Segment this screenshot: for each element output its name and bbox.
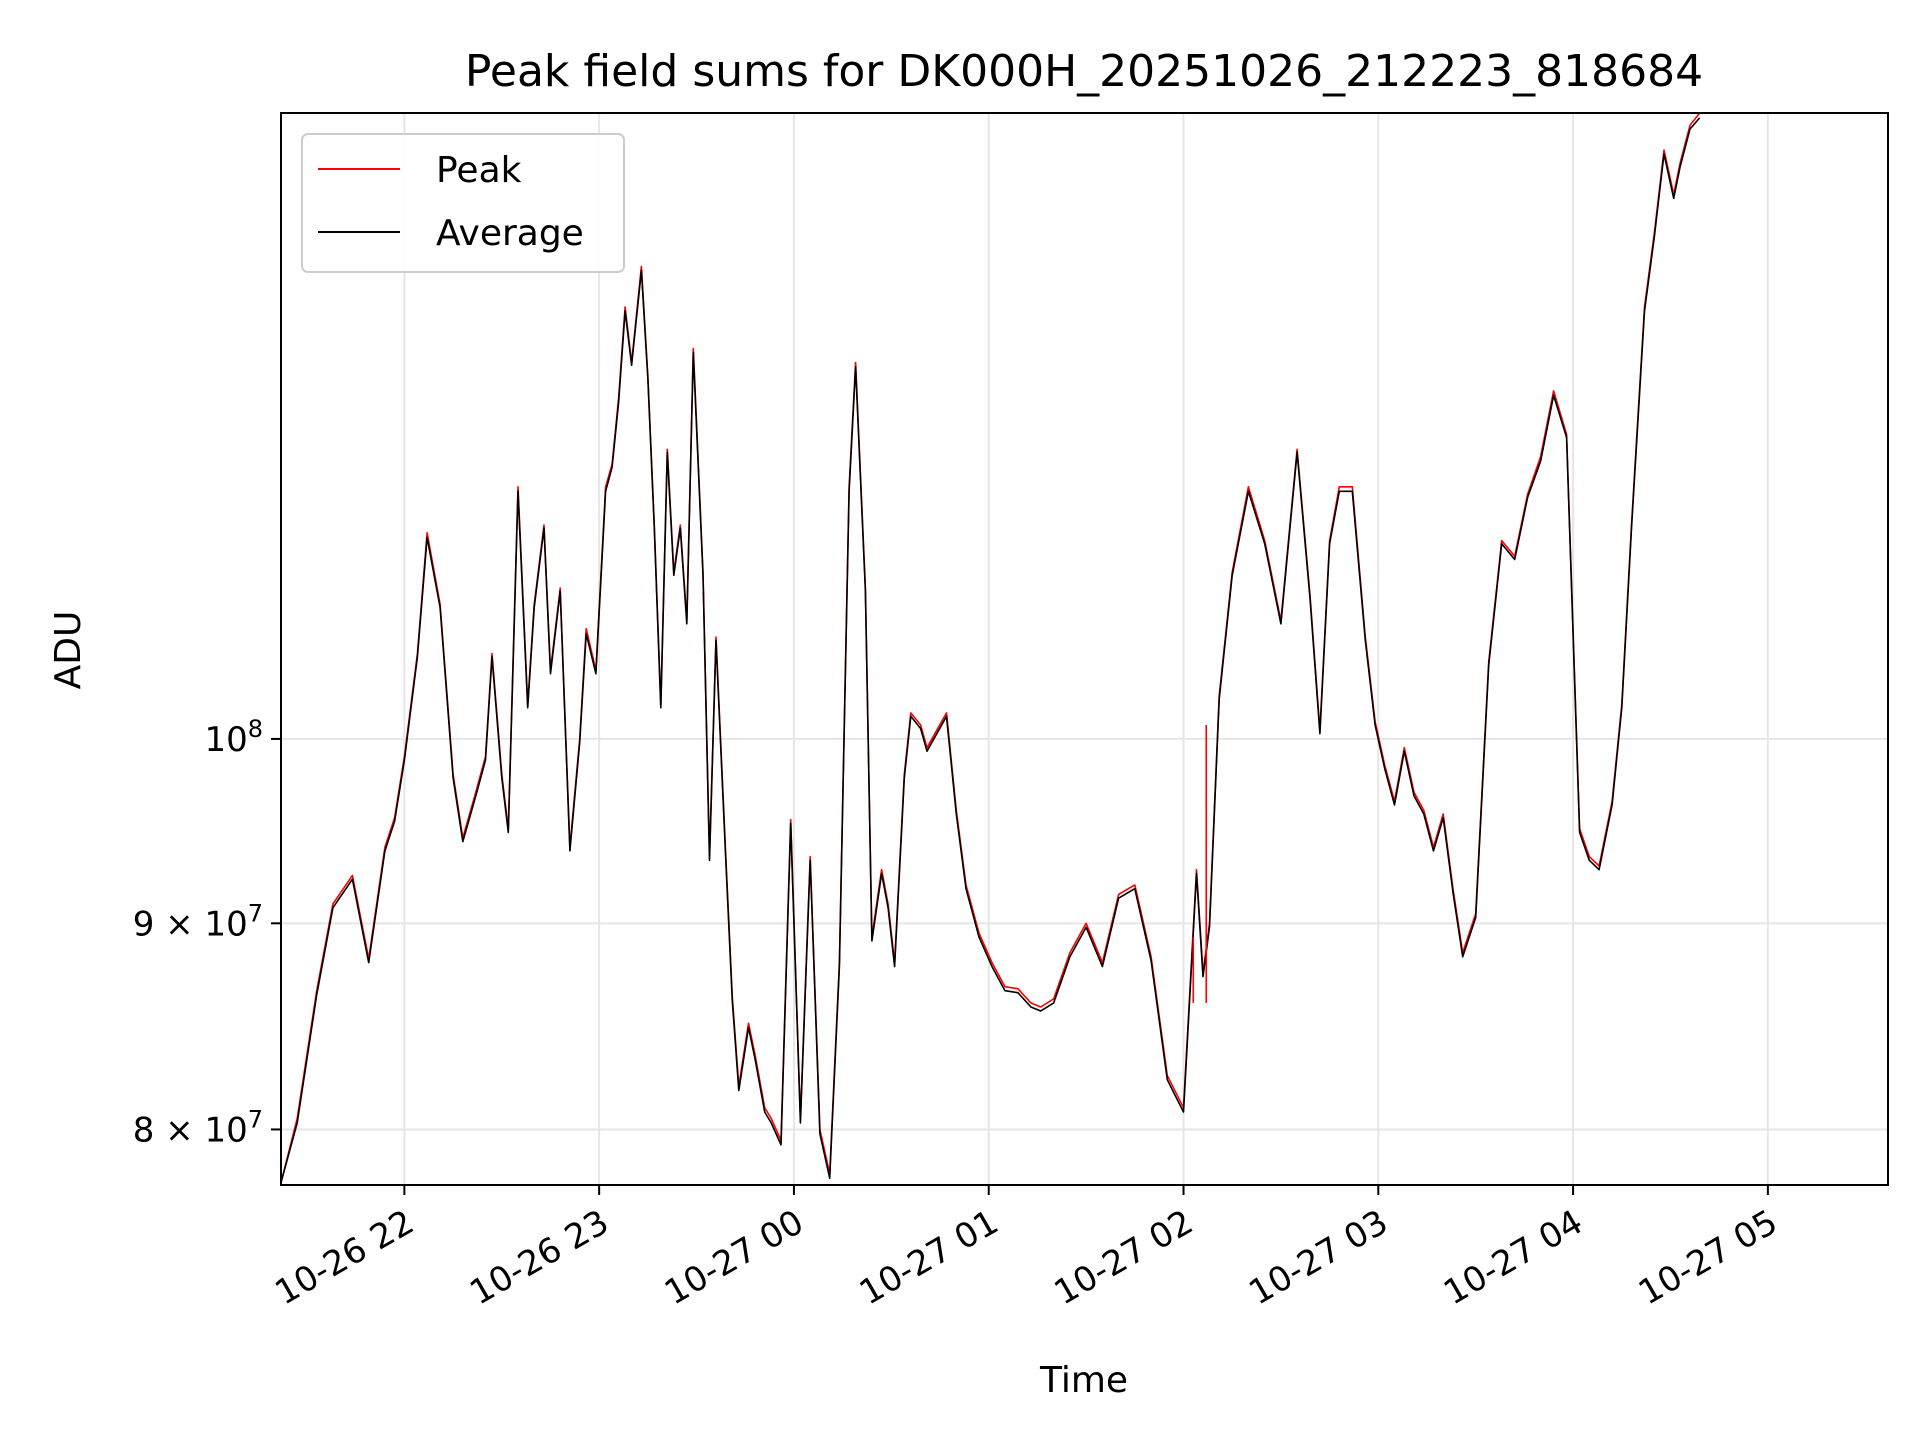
series-layer [281,113,1701,1183]
y-tick-label: 8 × 107 [133,1105,263,1150]
y-axis-label: ADU [48,611,89,690]
legend-label-average: Average [436,213,584,254]
legend-label-peak: Peak [436,150,522,191]
y-tick-label: 9 × 107 [133,899,263,944]
plot-frame [280,112,1889,1186]
grid-lines [281,113,1888,1185]
series-line-average [281,117,1701,1183]
legend: Peak Average [301,133,625,273]
x-axis-label: Time [1039,1360,1128,1401]
chart-title: Peak field sums for DK000H_20251026_2122… [465,46,1703,97]
